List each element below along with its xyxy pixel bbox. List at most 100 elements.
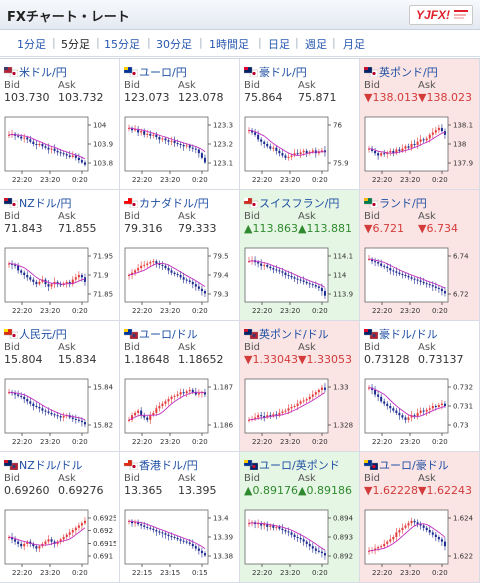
currency-pair-link[interactable]: ランド/円 xyxy=(364,195,427,210)
mini-chart[interactable]: 0.6925 0.692 0.6915 0.691 22:20 23:20 0:20 xyxy=(4,506,116,580)
candle xyxy=(158,137,161,140)
candle xyxy=(314,548,317,551)
candle xyxy=(275,414,278,416)
currency-pair-link[interactable]: 英ポンド/円 xyxy=(364,64,438,79)
candle xyxy=(407,523,410,526)
mini-chart[interactable]: 104 103.9 103.8 22:20 23:20 0:20 xyxy=(4,113,116,187)
ask-value: 123.078 xyxy=(178,91,224,104)
currency-pair-link[interactable]: NZドル/円 xyxy=(4,195,71,210)
mini-chart[interactable]: 114.1 114 113.9 22:20 23:20 0:20 xyxy=(244,244,356,318)
bid-value: ▼1.62228 xyxy=(364,484,418,497)
tab-monthly[interactable]: 月足 xyxy=(343,38,365,51)
candle xyxy=(323,387,326,390)
candle xyxy=(23,272,26,275)
tab-15min[interactable]: 15分足 xyxy=(104,38,140,51)
mini-chart[interactable]: 15.84 15.82 22:20 23:20 0:20 xyxy=(4,375,116,449)
mini-chart[interactable]: 13.4 13.39 13.38 22:15 23:15 0:15 xyxy=(124,506,236,580)
yjfx-logo[interactable]: YJFX! xyxy=(409,5,473,25)
currency-pair-link[interactable]: 豪ドル/ドル xyxy=(364,326,438,341)
rate-card[interactable]: ランド/円 Bid Ask ▼6.721 ▼6.734 6.74 6.72 22:2… xyxy=(360,190,480,321)
rate-card[interactable]: ユーロ/英ポンド Bid Ask ▲0.89176 ▲0.89186 0.894… xyxy=(240,452,360,583)
candle xyxy=(65,154,68,156)
tab-1hour[interactable]: 1時間足 xyxy=(209,38,249,51)
mini-chart[interactable]: 76 75.9 22:20 23:20 0:20 xyxy=(244,113,356,187)
candle xyxy=(191,389,194,393)
y-tick-label: 123.2 xyxy=(213,141,233,149)
x-tick-label: 22:20 xyxy=(132,176,152,184)
mini-chart[interactable]: 1.624 1.622 22:20 23:20 0:20 xyxy=(364,506,476,580)
candle xyxy=(299,401,302,404)
mini-chart[interactable]: 71.95 71.9 71.85 22:20 23:20 0:20 xyxy=(4,244,116,318)
tab-daily[interactable]: 日足 xyxy=(268,38,290,51)
ask-value: 71.855 xyxy=(58,222,97,235)
candle xyxy=(62,537,65,540)
candle xyxy=(161,264,164,266)
rate-card[interactable]: スイスフラン/円 Bid Ask ▲113.863 ▲113.881 114.1… xyxy=(240,190,360,321)
candle xyxy=(377,262,380,264)
x-tick-label: 0:20 xyxy=(432,176,448,184)
currency-pair-link[interactable]: ユーロ/豪ドル xyxy=(364,457,449,472)
currency-pair-link[interactable]: 人民元/円 xyxy=(4,326,67,341)
rate-card[interactable]: ユーロ/円 Bid Ask 123.073 123.078 123.3 123.2… xyxy=(120,59,240,190)
currency-pair-link[interactable]: ユーロ/円 xyxy=(124,64,187,79)
rate-card[interactable]: 豪ドル/円 Bid Ask 75.864 75.871 76 75.9 22:20 2… xyxy=(240,59,360,190)
mini-chart[interactable]: 79.5 79.4 79.3 22:20 23:20 0:20 xyxy=(124,244,236,318)
candle xyxy=(203,553,206,556)
rate-card[interactable]: 豪ドル/ドル Bid Ask 0.73128 0.73137 0.732 0.73… xyxy=(360,321,480,452)
tab-30min[interactable]: 30分足 xyxy=(156,38,192,51)
candle xyxy=(155,134,158,138)
currency-pair-link[interactable]: 英ポンド/ドル xyxy=(244,326,329,341)
candle xyxy=(437,405,440,407)
rate-card[interactable]: ユーロ/ドル Bid Ask 1.18648 1.18652 1.187 1.18… xyxy=(120,321,240,452)
currency-pair-link[interactable]: 米ドル/円 xyxy=(4,64,67,79)
currency-pair-link[interactable]: 香港ドル/円 xyxy=(124,457,198,472)
currency-pair-link[interactable]: NZドル/ドル xyxy=(4,457,82,472)
mini-chart[interactable]: 6.74 6.72 22:20 23:20 0:20 xyxy=(364,244,476,318)
candle xyxy=(275,147,278,151)
bid-label: Bid xyxy=(364,80,380,91)
candle xyxy=(278,270,281,272)
moving-average-line xyxy=(248,129,325,156)
rate-card[interactable]: 英ポンド/円 Bid Ask ▼138.013 ▼138.023 138.1 13… xyxy=(360,59,480,190)
candle xyxy=(284,155,287,158)
mini-chart[interactable]: 1.33 1.328 22:20 23:20 0:20 xyxy=(244,375,356,449)
candle xyxy=(146,263,149,265)
mini-chart[interactable]: 0.894 0.893 0.892 22:20 23:20 0:20 xyxy=(244,506,356,580)
currency-pair-link[interactable]: ユーロ/英ポンド xyxy=(244,457,340,472)
candle xyxy=(167,268,170,271)
currency-pair-link[interactable]: カナダドル/円 xyxy=(124,195,209,210)
candle xyxy=(428,134,431,139)
tab-5min[interactable]: 5分足 xyxy=(61,38,90,51)
rate-card[interactable]: カナダドル/円 Bid Ask 79.316 79.333 79.5 79.4 79… xyxy=(120,190,240,321)
currency-pair-link[interactable]: 豪ドル/円 xyxy=(244,64,307,79)
rate-card[interactable]: 人民元/円 Bid Ask 15.804 15.834 15.84 15.82 22… xyxy=(0,321,120,452)
rate-card[interactable]: 英ポンド/ドル Bid Ask ▼1.33043 ▼1.33053 1.33 1.… xyxy=(240,321,360,452)
candle xyxy=(407,146,410,148)
moving-average-line xyxy=(248,522,326,551)
mini-chart[interactable]: 0.732 0.731 0.73 22:20 23:20 0:20 xyxy=(364,375,476,449)
candle xyxy=(149,262,152,264)
rate-card[interactable]: NZドル/円 Bid Ask 71.843 71.855 71.95 71.9 71… xyxy=(0,190,120,321)
x-tick-label: 0:20 xyxy=(432,307,448,315)
candle xyxy=(413,278,416,280)
rate-card[interactable]: 香港ドル/円 Bid Ask 13.365 13.395 13.4 13.39 13… xyxy=(120,452,240,583)
mini-chart[interactable]: 1.187 1.186 22:20 23:20 0:20 xyxy=(124,375,236,449)
rate-card[interactable]: 米ドル/円 Bid Ask 103.730 103.732 104 103.9 10… xyxy=(0,59,120,190)
mini-chart[interactable]: 123.3 123.2 123.1 22:20 23:20 0:20 xyxy=(124,113,236,187)
currency-pair-link[interactable]: スイスフラン/円 xyxy=(244,195,339,210)
candle xyxy=(182,144,185,147)
rate-card[interactable]: ユーロ/豪ドル Bid Ask ▼1.62228 ▼1.62243 1.624 1… xyxy=(360,452,480,583)
tab-1min[interactable]: 1分足 xyxy=(17,38,46,51)
candle xyxy=(170,536,173,538)
candle xyxy=(296,403,299,406)
rate-card[interactable]: NZドル/ドル Bid Ask 0.69260 0.69276 0.6925 0.… xyxy=(0,452,120,583)
candle xyxy=(182,392,185,394)
candle xyxy=(20,136,23,139)
x-tick-label: 22:20 xyxy=(12,307,32,315)
candle xyxy=(434,534,437,537)
currency-pair-link[interactable]: ユーロ/ドル xyxy=(124,326,198,341)
mini-chart[interactable]: 138.1 138 137.9 22:20 23:20 0:20 xyxy=(364,113,476,187)
moving-average-line xyxy=(248,392,326,421)
tab-weekly[interactable]: 週足 xyxy=(305,38,327,51)
x-tick-label: 22:20 xyxy=(12,438,32,446)
